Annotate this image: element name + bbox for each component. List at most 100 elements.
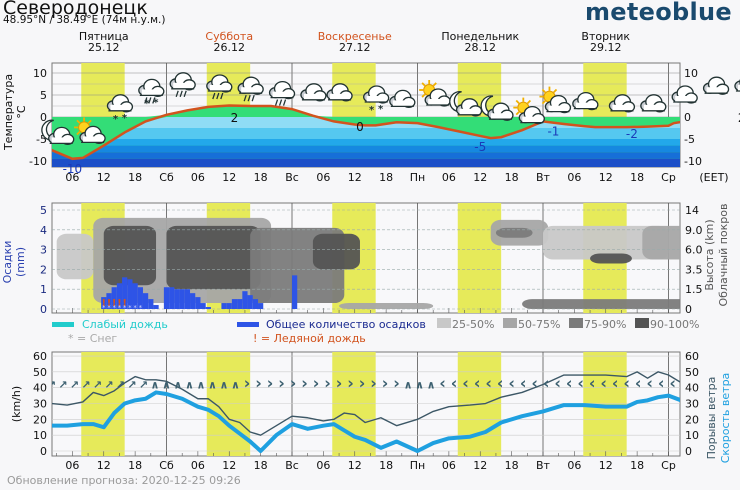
cloud-rain-icon: [169, 72, 196, 98]
snowflake: *: [378, 104, 384, 115]
wind-tick-left: 20: [33, 413, 47, 426]
cloud-part: [173, 82, 193, 89]
precip-bar: [142, 293, 149, 309]
snow-marker: *: [118, 304, 122, 312]
light-rain-legend: Слабый дождь: [82, 318, 168, 331]
temp-tick-right: -5: [684, 133, 695, 146]
cloud-rain-icon: [237, 76, 264, 102]
sun-ray: [553, 88, 558, 93]
precip-axis-label: Осадки: [1, 241, 14, 284]
wind-tick-left: 40: [33, 382, 47, 395]
wind-direction-arrow: ↗: [116, 379, 125, 392]
cloud-part: [612, 104, 632, 111]
rain-drop: [216, 92, 220, 100]
x-tick-label: Ср: [661, 171, 676, 184]
x-tick-label: 12: [97, 171, 111, 184]
wind-tick-right: 0: [685, 445, 692, 458]
wind-direction-arrow: ›: [290, 374, 297, 393]
snow-marker: *: [102, 304, 106, 312]
x-tick-label: 06: [191, 459, 205, 472]
wind-speed-line: [52, 390, 680, 453]
wind-direction-arrow: ↗: [104, 379, 113, 392]
cloud-icon: [326, 83, 353, 102]
x-tick-label: Вс: [285, 171, 299, 184]
temp-band: [52, 145, 680, 153]
wind-direction-arrow: ‹: [520, 374, 527, 393]
x-tick-label: 06: [316, 459, 330, 472]
snow-marker: *: [107, 304, 111, 312]
x-tick-label: 18: [128, 459, 142, 472]
cloud-level-swatch: [635, 318, 649, 328]
temp-axis-label: Температура: [2, 74, 15, 151]
wind-direction-arrow: ‹: [439, 374, 446, 393]
x-tick-label: Сб: [159, 171, 174, 184]
cloud-part: [575, 102, 595, 109]
sun-cloud-icon: [539, 86, 572, 114]
temp-extreme-label: -1: [547, 124, 559, 138]
cloud-icon: [572, 91, 599, 111]
x-tick-label: 18: [505, 459, 519, 472]
temp-tick-left: 10: [33, 67, 47, 80]
daylight-band: [332, 352, 376, 456]
freezing-rain-marker: !: [117, 298, 122, 309]
wind-direction-arrow: ‹: [669, 374, 676, 393]
moon-cloud-icon: [480, 95, 514, 121]
temp-band: [52, 152, 680, 159]
height-tick-right: 14: [685, 204, 699, 217]
x-tick-label: 18: [630, 459, 644, 472]
temp-tick-right: 0: [684, 111, 691, 124]
cloud-part: [241, 87, 261, 94]
cloud-part: [737, 85, 740, 91]
precip-tick-left: 3: [40, 244, 47, 257]
light-rain-swatch: [52, 322, 74, 327]
wind-direction-arrow: ∧: [427, 379, 436, 392]
rain-drop: [274, 99, 279, 106]
x-tick-label: 06: [442, 171, 456, 184]
moon-cloud-icon: [41, 119, 75, 146]
x-tick-label: 12: [97, 459, 111, 472]
freezing-rain-marker: !: [107, 298, 112, 309]
wind-direction-arrow: ∧: [197, 379, 206, 392]
sun-cloud-icon: [419, 80, 451, 107]
wind-direction-arrow: ‹: [646, 374, 653, 393]
wind-direction-arrow: ↗: [93, 379, 102, 392]
wind-direction-arrow: ∧: [220, 379, 229, 392]
cloud-cover-blob: [166, 225, 261, 290]
wind-direction-arrow: ↗: [81, 379, 90, 392]
forecast-update-time: Обновление прогноза: 2020-12-25 09:26: [7, 474, 241, 487]
wind-speed-legend: Скорость ветра: [719, 373, 732, 464]
snowflake: *: [113, 114, 119, 125]
temp-extreme-label: -5: [474, 140, 486, 154]
precip-tick-left: 0: [40, 303, 47, 316]
wind-direction-arrow: ›: [278, 374, 285, 393]
x-tick-label: Ср: [661, 459, 676, 472]
meteoblue-logo[interactable]: meteoblue: [585, 0, 732, 26]
wind-tick-left: 30: [33, 398, 47, 411]
wind-gust-legend: Порывы ветра: [705, 377, 718, 460]
cloud-level-swatch: [437, 318, 451, 328]
cloud-cover-axis-label: Облачный покров: [717, 204, 730, 307]
cloud-part: [706, 87, 726, 94]
wind-direction-arrow: ›: [336, 374, 343, 393]
x-tick-label: 12: [222, 171, 236, 184]
precip-tick-left: 5: [40, 204, 47, 217]
x-tick-label: 06: [191, 171, 205, 184]
x-tick-label: 12: [348, 171, 362, 184]
precip-bar: [292, 275, 298, 309]
rain-drop: [278, 99, 283, 106]
wind-tick-left: 0: [40, 445, 47, 458]
wind-direction-arrow: ›: [324, 374, 331, 393]
cloud-part: [490, 113, 510, 120]
cloud-part: [272, 91, 292, 98]
cloud-level-swatch: [569, 318, 583, 328]
precip-bar: [231, 299, 238, 309]
precip-bar: [132, 283, 138, 309]
rain-drop: [183, 90, 187, 98]
wind-direction-arrow: ‹: [474, 374, 481, 393]
total-precip-swatch: [237, 322, 259, 327]
x-tick-label: 18: [254, 459, 268, 472]
cloud-part: [643, 104, 663, 111]
precip-bar: [174, 289, 180, 309]
daylight-band: [81, 352, 125, 456]
x-tick-label: 06: [442, 459, 456, 472]
